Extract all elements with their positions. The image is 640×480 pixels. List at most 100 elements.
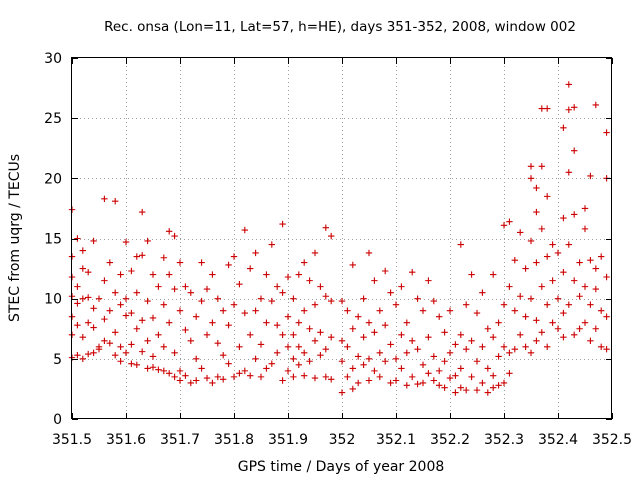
data-point: [414, 380, 421, 388]
data-point: [533, 317, 540, 324]
data-point: [571, 147, 578, 154]
data-points: [68, 81, 610, 396]
data-point: [166, 228, 173, 235]
data-point: [376, 307, 383, 314]
data-point: [344, 373, 351, 381]
data-point: [365, 355, 373, 363]
data-point: [349, 365, 356, 372]
data-point: [295, 361, 302, 369]
data-point: [387, 341, 394, 348]
grid: [72, 58, 612, 419]
data-point: [587, 337, 594, 344]
data-point: [603, 346, 610, 353]
data-point: [468, 337, 475, 344]
data-point: [284, 343, 292, 350]
data-point: [74, 352, 81, 359]
x-tick-label: 352.5: [592, 432, 632, 448]
data-point: [506, 218, 513, 225]
data-point: [425, 333, 432, 341]
x-tick-label: 351.7: [160, 432, 200, 448]
data-point: [149, 353, 157, 360]
data-point: [398, 331, 405, 338]
data-point: [533, 184, 540, 192]
data-point: [371, 277, 378, 284]
data-point: [495, 319, 502, 326]
data-point: [268, 360, 275, 367]
y-tick-label: 5: [53, 352, 62, 368]
data-point: [587, 301, 594, 308]
data-point: [203, 331, 211, 338]
data-point: [144, 237, 151, 245]
data-point: [306, 358, 313, 365]
data-point: [403, 382, 410, 389]
data-point: [565, 81, 572, 88]
data-point: [360, 361, 367, 369]
data-point: [603, 313, 610, 320]
data-point: [587, 256, 594, 264]
data-point: [117, 343, 124, 350]
data-point: [306, 277, 313, 284]
data-point: [182, 372, 189, 379]
data-point: [160, 343, 167, 350]
data-point: [549, 241, 556, 248]
data-point: [198, 365, 205, 372]
data-point: [576, 259, 583, 266]
data-point: [565, 301, 572, 308]
data-point: [101, 195, 108, 202]
data-point: [295, 343, 302, 350]
data-point: [225, 360, 232, 367]
data-point: [554, 295, 562, 302]
data-point: [187, 379, 194, 387]
data-point: [301, 307, 308, 314]
data-point: [139, 208, 146, 216]
data-point: [187, 337, 194, 344]
data-point: [122, 238, 130, 246]
data-point: [538, 329, 545, 336]
data-point: [106, 339, 113, 347]
data-point: [166, 271, 173, 278]
data-point: [133, 253, 140, 260]
data-point: [241, 309, 248, 317]
data-point: [473, 386, 481, 394]
data-point: [263, 271, 270, 278]
data-point: [409, 268, 416, 276]
data-point: [387, 379, 394, 387]
data-point: [554, 249, 562, 257]
data-point: [576, 293, 583, 300]
data-point: [290, 295, 297, 302]
data-point: [74, 283, 81, 290]
data-point: [214, 373, 221, 381]
data-point: [414, 295, 421, 302]
data-point: [506, 349, 513, 357]
data-point: [365, 377, 373, 384]
data-point: [263, 365, 270, 372]
data-point: [247, 265, 254, 272]
data-point: [592, 285, 599, 293]
data-point: [133, 289, 140, 296]
data-point: [392, 355, 400, 363]
data-point: [79, 355, 86, 363]
data-point: [252, 249, 259, 257]
data-point: [328, 333, 335, 341]
data-point: [360, 333, 367, 341]
data-point: [538, 163, 545, 170]
data-point: [117, 358, 124, 365]
data-point: [371, 367, 378, 375]
data-point: [274, 283, 281, 290]
data-point: [290, 373, 297, 381]
data-point: [436, 313, 443, 320]
data-point: [328, 297, 335, 305]
data-point: [203, 285, 211, 293]
data-point: [479, 343, 486, 350]
data-point: [301, 259, 308, 266]
data-point: [112, 289, 119, 296]
data-point: [284, 367, 292, 375]
data-point: [457, 384, 464, 391]
x-tick-label: 351.6: [106, 432, 146, 448]
data-point: [166, 370, 173, 377]
data-point: [544, 301, 551, 308]
data-point: [317, 352, 324, 359]
data-point: [479, 289, 486, 296]
data-point: [581, 319, 589, 326]
data-point: [452, 389, 459, 396]
